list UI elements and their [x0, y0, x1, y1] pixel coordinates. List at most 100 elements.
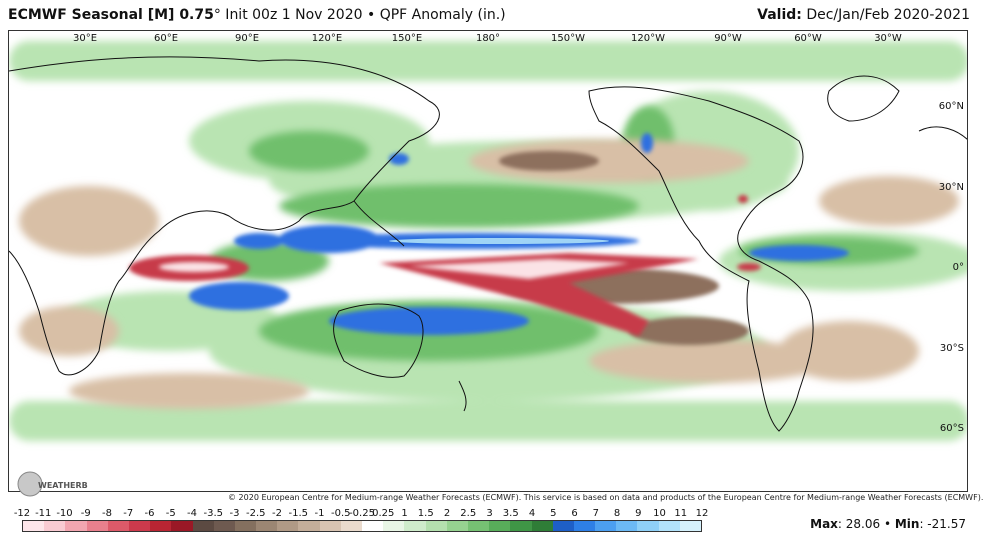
- colorbar-segment: [65, 521, 87, 531]
- model-name: ECMWF Seasonal [M] 0.75: [8, 7, 214, 23]
- colorbar-segment: [44, 521, 66, 531]
- colorbar-tick-label: 6: [571, 508, 578, 519]
- colorbar-tick-label: -2: [272, 508, 282, 519]
- colorbar-tick-label: -3.5: [203, 508, 224, 519]
- colorbar-segment: [616, 521, 638, 531]
- colorbar-tick-label: 10: [653, 508, 666, 519]
- wet-anomaly-strong: [189, 133, 849, 335]
- lon-label-120w: 120°W: [631, 33, 665, 44]
- dry-anomaly-tan: [19, 139, 959, 409]
- colorbar-segment: [171, 521, 193, 531]
- colorbar-tick-label: 9: [635, 508, 642, 519]
- colorbar-tick-label: 1: [401, 508, 408, 519]
- colorbar-segment: [277, 521, 299, 531]
- colorbar-segment: [658, 521, 680, 531]
- colorbar-segment: [362, 521, 384, 531]
- colorbar-tick-label: -2.5: [245, 508, 266, 519]
- colorbar-tick-label: 1.5: [417, 508, 434, 519]
- colorbar-tick-label: 2.5: [460, 508, 477, 519]
- lon-label-150e: 150°E: [391, 33, 423, 44]
- colorbar-segment: [552, 521, 574, 531]
- colorbar-tick-label: 12: [695, 508, 709, 519]
- lat-label-60s: 60°S: [939, 423, 964, 434]
- degree-symbol: °: [213, 7, 221, 23]
- colorbar-segment: [298, 521, 320, 531]
- colorbar-tick-label: -3: [229, 508, 240, 519]
- valid-label: Valid:: [757, 7, 802, 23]
- colorbar-tick-label: 3.5: [502, 508, 519, 519]
- colorbar-tick-label: -1.5: [288, 508, 309, 519]
- colorbar-tick-label: -12: [13, 508, 31, 519]
- colorbar-tick-label: 5: [550, 508, 557, 519]
- colorbar-tick-label: 7: [592, 508, 599, 519]
- copyright-notice: © 2020 European Centre for Medium-range …: [228, 493, 984, 502]
- colorbar-segment: [446, 521, 468, 531]
- colorbar-tick-label: 0.25: [372, 508, 395, 519]
- colorbar-segment: [86, 521, 108, 531]
- colorbar-tick-label: -0.5: [330, 508, 351, 519]
- colorbar-segment: [425, 521, 447, 531]
- map-title: ECMWF Seasonal [M] 0.75° Init 00z 1 Nov …: [8, 7, 506, 23]
- min-value: : -21.57: [919, 517, 966, 531]
- colorbar-segment: [595, 521, 617, 531]
- colorbar-scale: [22, 520, 702, 532]
- colorbar-segment: [510, 521, 532, 531]
- dry-anomaly-strong: [129, 195, 761, 336]
- stats-separator: •: [880, 517, 895, 531]
- lon-label-120e: 120°E: [311, 33, 343, 44]
- colorbar-segment: [467, 521, 490, 531]
- colorbar-tick-label: -6: [144, 508, 155, 519]
- colorbar-tick-label: 4: [528, 508, 536, 519]
- lon-label-60e: 60°E: [153, 33, 179, 44]
- colorbar-segment: [319, 521, 341, 531]
- init-time: Init 00z 1 Nov 2020: [220, 7, 363, 23]
- weatherbell-logo: WEATHERBELL: [16, 470, 103, 498]
- colorbar-tick-label: -5: [165, 508, 176, 519]
- colorbar-segment: [489, 521, 511, 531]
- colorbar-segment: [256, 521, 278, 531]
- colorbar-tick-label: -4: [187, 508, 197, 519]
- colorbar-tick-label: -0.25: [349, 508, 375, 519]
- lon-label-180: 180°: [475, 33, 501, 44]
- anomaly-map: [8, 30, 968, 492]
- colorbar-segment: [404, 521, 426, 531]
- lon-label-60w: 60°W: [794, 33, 822, 44]
- lon-label-90w: 90°W: [714, 33, 742, 44]
- lat-label-60n: 60°N: [938, 101, 964, 112]
- colorbar-segment: [128, 521, 151, 531]
- colorbar-segment: [383, 521, 405, 531]
- colorbar-segment: [213, 521, 235, 531]
- lon-label-30w: 30°W: [874, 33, 902, 44]
- colorbar-segment: [150, 521, 172, 531]
- lat-label-30n: 30°N: [938, 182, 964, 193]
- colorbar-tick-label: 3: [486, 508, 493, 519]
- colorbar-tick-label: -8: [102, 508, 112, 519]
- lat-label-equator: 0°: [952, 262, 964, 273]
- colorbar-tick-label: 11: [674, 508, 688, 519]
- colorbar-tick-label: -9: [80, 508, 91, 519]
- logo-text: WEATHERBELL: [38, 481, 88, 490]
- colorbar-segment: [192, 521, 214, 531]
- lon-label-150w: 150°W: [551, 33, 585, 44]
- bullet-separator: •: [362, 7, 380, 23]
- colorbar-segment: [531, 521, 553, 531]
- colorbar-tick-label: -11: [35, 508, 52, 519]
- product-name: QPF Anomaly (in.): [379, 7, 506, 23]
- lat-label-30s: 30°S: [939, 343, 964, 354]
- colorbar-segment: [234, 521, 257, 531]
- dry-anomaly-light-pink: [159, 259, 629, 279]
- colorbar-segment: [679, 521, 701, 531]
- valid-value: Dec/Jan/Feb 2020-2021: [801, 7, 970, 23]
- max-label: Max: [810, 517, 838, 531]
- lon-label-30e: 30°E: [72, 33, 98, 44]
- colorbar-segment: [573, 521, 596, 531]
- colorbar-tick-label: -10: [56, 508, 73, 519]
- colorbar-segment: [637, 521, 659, 531]
- colorbar-segment: [340, 521, 362, 531]
- lon-label-90e: 90°E: [234, 33, 260, 44]
- wet-anomaly-light-blue: [389, 238, 609, 244]
- colorbar-tick-label: -1: [314, 508, 325, 519]
- max-value: : 28.06: [837, 517, 881, 531]
- colorbar-tick-label: 2: [443, 508, 451, 519]
- colorbar-segment: [23, 521, 45, 531]
